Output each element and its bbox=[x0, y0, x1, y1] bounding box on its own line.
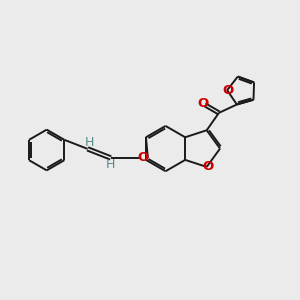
Text: O: O bbox=[198, 97, 209, 110]
Text: O: O bbox=[222, 84, 234, 97]
Text: O: O bbox=[137, 152, 148, 164]
Text: H: H bbox=[106, 158, 116, 171]
Text: O: O bbox=[202, 160, 214, 173]
Text: H: H bbox=[84, 136, 94, 149]
